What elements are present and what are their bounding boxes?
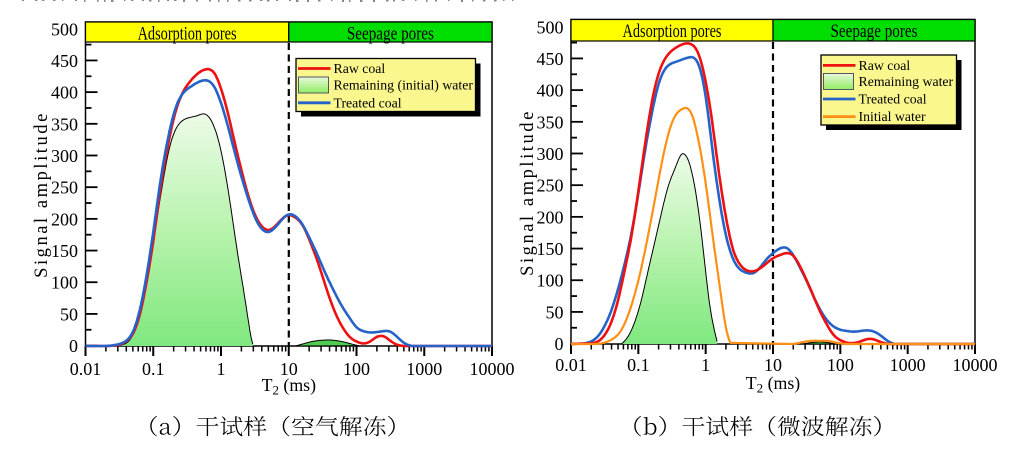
svg-text:0.01: 0.01 bbox=[70, 359, 102, 379]
svg-text:350: 350 bbox=[537, 112, 564, 132]
svg-text:150: 150 bbox=[537, 239, 564, 259]
svg-text:100: 100 bbox=[51, 273, 78, 293]
svg-text:500: 500 bbox=[537, 17, 564, 37]
svg-text:Signal amplitude: Signal amplitude bbox=[518, 109, 538, 276]
svg-text:300: 300 bbox=[51, 146, 78, 166]
svg-text:Remaining water: Remaining water bbox=[859, 74, 954, 89]
svg-text:10000: 10000 bbox=[470, 359, 515, 379]
svg-text:0.1: 0.1 bbox=[142, 359, 165, 379]
svg-text:10: 10 bbox=[764, 355, 782, 375]
svg-text:Initial water: Initial water bbox=[859, 109, 926, 124]
svg-text:0.1: 0.1 bbox=[627, 355, 650, 375]
svg-text:50: 50 bbox=[546, 302, 564, 322]
svg-text:0: 0 bbox=[555, 334, 564, 354]
svg-text:1000: 1000 bbox=[890, 355, 926, 375]
svg-text:200: 200 bbox=[51, 209, 78, 229]
svg-text:Raw coal: Raw coal bbox=[859, 58, 911, 73]
svg-text:0: 0 bbox=[69, 336, 78, 356]
svg-text:350: 350 bbox=[51, 114, 78, 134]
svg-text:50: 50 bbox=[60, 304, 78, 324]
svg-text:Adsorption pores: Adsorption pores bbox=[623, 21, 722, 42]
svg-text:Seepage pores: Seepage pores bbox=[347, 23, 434, 44]
svg-text:T2 (ms): T2 (ms) bbox=[746, 373, 800, 396]
svg-text:1: 1 bbox=[217, 359, 226, 379]
svg-text:10: 10 bbox=[280, 359, 298, 379]
svg-text:400: 400 bbox=[51, 83, 78, 103]
svg-text:Raw coal: Raw coal bbox=[334, 61, 386, 76]
svg-text:250: 250 bbox=[537, 176, 564, 196]
svg-text:200: 200 bbox=[537, 207, 564, 227]
svg-text:450: 450 bbox=[537, 49, 564, 69]
svg-text:400: 400 bbox=[537, 81, 564, 101]
svg-text:T2 (ms): T2 (ms) bbox=[262, 375, 316, 398]
svg-text:150: 150 bbox=[51, 241, 78, 261]
svg-text:1: 1 bbox=[701, 355, 710, 375]
svg-text:Remaining (initial) water: Remaining (initial) water bbox=[334, 78, 474, 94]
svg-text:Signal amplitude: Signal amplitude bbox=[32, 111, 52, 278]
svg-text:450: 450 bbox=[51, 51, 78, 71]
svg-text:Seepage pores: Seepage pores bbox=[831, 21, 918, 42]
svg-text:100: 100 bbox=[537, 271, 564, 291]
svg-text:Treated coal: Treated coal bbox=[859, 92, 927, 107]
svg-text:0.01: 0.01 bbox=[555, 355, 587, 375]
svg-text:10000: 10000 bbox=[953, 355, 998, 375]
svg-text:300: 300 bbox=[537, 144, 564, 164]
svg-text:100: 100 bbox=[343, 359, 370, 379]
svg-text:500: 500 bbox=[51, 19, 78, 39]
svg-text:100: 100 bbox=[827, 355, 854, 375]
svg-text:250: 250 bbox=[51, 178, 78, 198]
svg-text:Treated coal: Treated coal bbox=[334, 95, 402, 110]
svg-text:1000: 1000 bbox=[406, 359, 442, 379]
svg-text:Adsorption pores: Adsorption pores bbox=[138, 23, 237, 44]
